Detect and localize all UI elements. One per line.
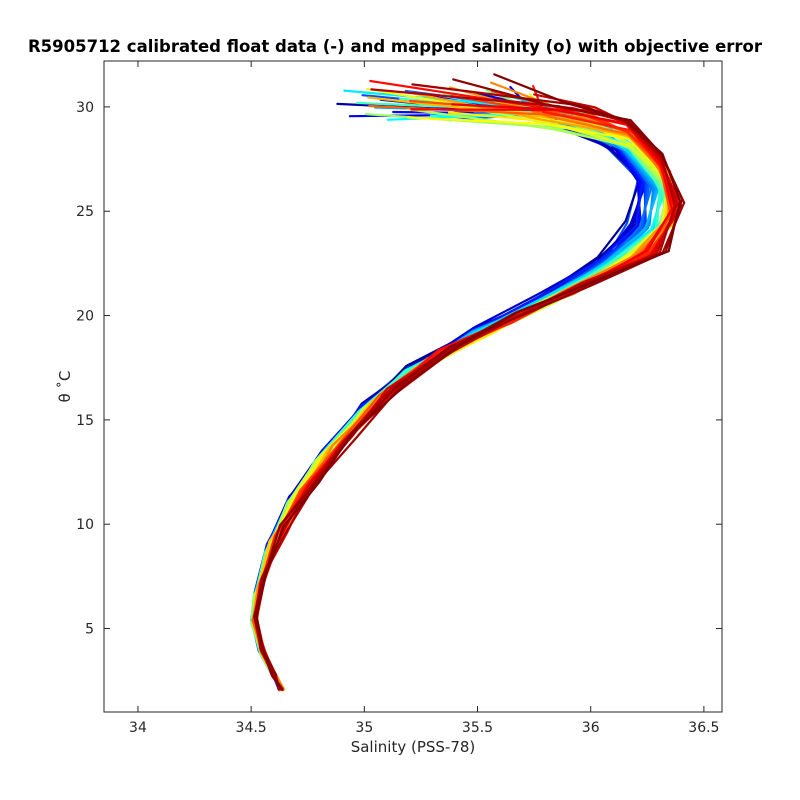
- profile-line: [251, 102, 660, 691]
- profile-line: [251, 96, 673, 690]
- profile-line: [254, 91, 672, 690]
- profile-line: [250, 98, 648, 691]
- profile-line: [254, 108, 669, 691]
- y-tick-label: 20: [76, 309, 94, 325]
- x-tick-label: 35: [355, 720, 373, 736]
- profile-line: [250, 112, 641, 691]
- profile-line: [253, 84, 678, 692]
- profile-line: [253, 104, 674, 690]
- profile-line: [254, 112, 655, 691]
- profile-line: [253, 106, 661, 691]
- profile-line: [251, 111, 667, 691]
- profile-line: [255, 93, 679, 691]
- profile-line: [253, 111, 669, 690]
- profile-line: [250, 118, 669, 690]
- chart-title: R5905712 calibrated float data (-) and m…: [28, 37, 763, 56]
- profile-line: [251, 98, 645, 691]
- profile-line: [250, 110, 671, 690]
- profile-line: [252, 102, 647, 691]
- profile-line: [253, 98, 681, 691]
- profile-traces: [250, 73, 686, 692]
- profile-line: [254, 101, 675, 691]
- profile-line: [254, 111, 640, 691]
- profile-line: [254, 111, 671, 690]
- profile-line: [252, 94, 649, 690]
- y-tick-label: 10: [76, 517, 94, 533]
- profile-line: [251, 107, 641, 690]
- profile-line: [255, 79, 675, 691]
- profile-line: [252, 113, 669, 690]
- profile-line: [253, 78, 684, 691]
- profile-line: [253, 108, 673, 691]
- profile-line: [253, 110, 642, 690]
- profile-line: [256, 89, 680, 690]
- profile-line: [250, 106, 644, 690]
- x-tick-label: 35.5: [462, 720, 493, 736]
- profile-line: [252, 106, 671, 692]
- profile-line: [251, 99, 672, 691]
- profile-line: [253, 94, 682, 691]
- profile-line: [250, 101, 663, 691]
- profile-line: [250, 93, 666, 692]
- y-tick-label: 30: [76, 100, 94, 116]
- profile-line: [253, 89, 665, 691]
- profile-line: [252, 116, 671, 691]
- y-axis: 5 10 15 20 25 30: [76, 100, 722, 638]
- profile-line: [253, 86, 642, 691]
- y-tick-label: 5: [85, 622, 94, 638]
- profile-line: [251, 93, 664, 690]
- profile-line: [254, 98, 670, 690]
- profile-line: [252, 89, 668, 691]
- profile-line: [253, 88, 676, 690]
- profile-line: [253, 94, 647, 690]
- x-axis-label: Salinity (PSS-78): [351, 738, 476, 756]
- profile-line: [253, 102, 643, 692]
- profile-line: [254, 106, 658, 691]
- profile-line: [255, 73, 682, 691]
- x-tick-label: 36.5: [688, 720, 719, 736]
- y-tick-label: 15: [76, 413, 94, 429]
- profile-line: [251, 90, 649, 690]
- profile-line: [251, 109, 676, 690]
- profile-line: [252, 110, 657, 690]
- profile-line: [251, 86, 672, 691]
- profile-line: [252, 112, 653, 691]
- plot-frame: [103, 60, 723, 713]
- profile-line: [255, 103, 683, 690]
- profile-line: [254, 88, 672, 691]
- x-tick-label: 34.5: [236, 720, 267, 736]
- profile-line: [254, 81, 679, 691]
- x-tick-label: 36: [582, 720, 600, 736]
- profile-line: [252, 97, 667, 690]
- x-tick-label: 34: [129, 720, 147, 736]
- profile-line: [255, 83, 686, 690]
- profile-line: [252, 103, 670, 691]
- x-axis: 34 34.5 35 35.5 36 36.5: [129, 61, 719, 736]
- profile-line: [253, 98, 662, 690]
- y-axis-label: θ ˚C: [56, 371, 74, 403]
- profile-line: [252, 93, 670, 690]
- profile-line: [250, 89, 651, 690]
- y-tick-label: 25: [76, 204, 94, 220]
